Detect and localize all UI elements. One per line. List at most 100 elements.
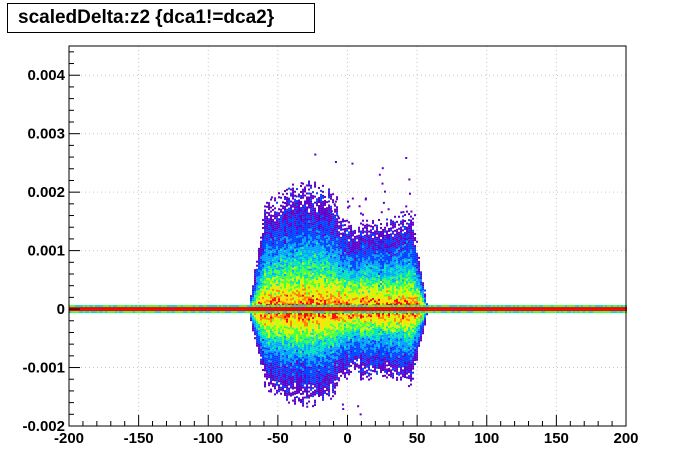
density-cell — [310, 218, 313, 221]
density-cell — [368, 272, 371, 275]
density-cell — [268, 292, 271, 295]
density-cell — [276, 367, 279, 370]
density-cell — [302, 340, 305, 343]
density-cell — [298, 399, 301, 402]
density-cell — [282, 335, 285, 338]
density-cell — [350, 262, 353, 265]
density-cell — [266, 219, 269, 222]
density-cell — [328, 268, 331, 271]
density-cell — [292, 321, 295, 324]
density-cell — [304, 252, 307, 255]
density-cell — [356, 271, 359, 274]
density-cell — [270, 320, 273, 323]
density-cell — [356, 359, 359, 362]
density-cell — [316, 222, 319, 225]
density-cell — [334, 352, 337, 355]
density-cell — [354, 255, 357, 258]
density-cell — [334, 316, 337, 319]
density-cell — [282, 243, 285, 246]
density-cell — [324, 291, 327, 294]
density-cell — [336, 276, 339, 279]
density-cell — [322, 390, 325, 393]
density-cell — [332, 365, 335, 368]
density-cell — [330, 381, 333, 384]
density-cell — [298, 241, 301, 244]
density-cell — [268, 268, 271, 271]
density-cell — [280, 342, 283, 345]
density-cell — [358, 328, 361, 331]
density-cell — [276, 357, 279, 360]
density-cell — [280, 264, 283, 267]
density-cell — [288, 253, 291, 256]
density-cell — [266, 231, 269, 234]
density-cell — [316, 296, 319, 299]
density-cell — [300, 299, 303, 302]
density-cell — [330, 353, 333, 356]
density-cell — [264, 281, 267, 284]
density-cell — [342, 346, 345, 349]
density-cell — [284, 356, 287, 359]
density-cell — [282, 283, 285, 286]
density-cell — [322, 288, 325, 291]
density-cell — [332, 201, 335, 204]
density-cell — [252, 327, 255, 330]
density-cell — [330, 375, 333, 378]
density-cell — [322, 344, 325, 347]
density-cell — [324, 331, 327, 334]
density-cell — [324, 285, 327, 288]
density-cell — [344, 300, 347, 303]
density-cell — [266, 265, 269, 268]
density-cell — [264, 239, 267, 242]
density-cell — [278, 356, 281, 359]
density-cell — [292, 245, 295, 248]
density-cell — [262, 342, 265, 345]
density-cell — [362, 265, 365, 268]
density-cell — [358, 244, 361, 247]
density-cell — [278, 388, 281, 391]
density-cell — [344, 282, 347, 285]
density-cell — [264, 369, 267, 372]
density-cell — [328, 354, 331, 357]
density-cell — [312, 325, 315, 328]
density-cell — [360, 276, 363, 279]
density-cell — [324, 359, 327, 362]
density-cell — [272, 318, 275, 321]
density-cell — [288, 353, 291, 356]
density-cell — [354, 299, 357, 302]
density-cell — [308, 264, 311, 267]
density-cell — [350, 294, 353, 297]
density-cell — [268, 286, 271, 289]
density-cell — [354, 363, 357, 366]
density-cell — [260, 296, 263, 299]
density-cell — [300, 315, 303, 318]
density-cell — [316, 332, 319, 335]
density-cell — [300, 265, 303, 268]
density-cell — [356, 291, 359, 294]
density-cell — [360, 342, 363, 345]
density-cell — [266, 281, 269, 284]
density-cell — [282, 317, 285, 320]
density-cell — [312, 367, 315, 370]
density-cell — [298, 301, 301, 304]
density-cell — [294, 248, 297, 251]
density-cell — [276, 359, 279, 362]
density-cell — [262, 350, 265, 353]
density-cell — [334, 386, 337, 389]
density-cell — [340, 274, 343, 277]
density-cell — [282, 223, 285, 226]
density-cell — [336, 240, 339, 243]
density-cell — [332, 371, 335, 374]
density-cell — [326, 271, 329, 274]
density-cell — [270, 370, 273, 373]
density-cell — [366, 295, 369, 298]
density-cell — [310, 238, 313, 241]
density-cell — [326, 275, 329, 278]
density-cell — [306, 202, 309, 205]
density-cell — [308, 218, 311, 221]
density-cell — [284, 214, 287, 217]
density-cell — [284, 390, 287, 393]
density-cell — [362, 323, 365, 326]
density-cell — [348, 369, 351, 372]
density-cell — [268, 390, 271, 393]
density-cell — [302, 346, 305, 349]
